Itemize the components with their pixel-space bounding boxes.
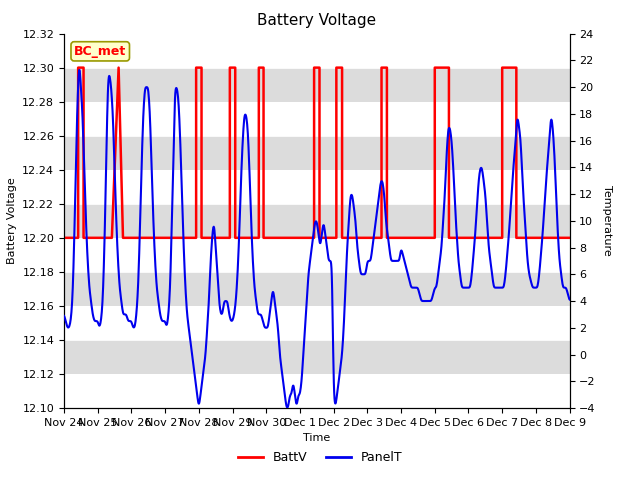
Bar	[64, 204, 570, 238]
Bar	[64, 272, 570, 306]
Y-axis label: Battery Voltage: Battery Voltage	[7, 178, 17, 264]
Text: BC_met: BC_met	[74, 45, 126, 58]
Bar	[64, 340, 570, 374]
Legend: BattV, PanelT: BattV, PanelT	[232, 446, 408, 469]
Bar	[64, 136, 570, 170]
Bar	[64, 68, 570, 102]
Title: Battery Voltage: Battery Voltage	[257, 13, 376, 28]
Y-axis label: Temperature: Temperature	[602, 185, 612, 256]
X-axis label: Time: Time	[303, 433, 330, 443]
